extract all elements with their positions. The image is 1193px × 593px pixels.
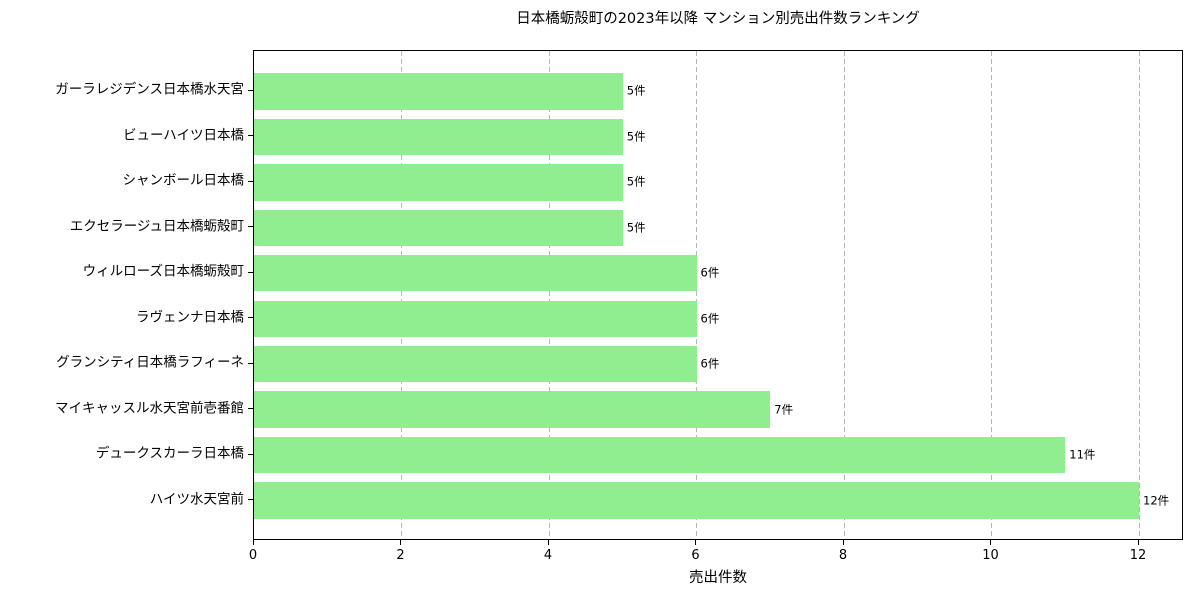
bar-value-label-6: 6件 [700, 356, 720, 371]
y-tick-label-9: ハイツ水天宮前 [149, 490, 244, 507]
x-tick-mark-8 [842, 540, 844, 545]
bar-3 [254, 209, 623, 246]
chart-title: 日本橋蛎殻町の2023年以降 マンション別売出件数ランキング [516, 11, 920, 27]
gridline-x-6 [696, 51, 697, 539]
bar-value-label-4: 6件 [700, 265, 720, 280]
x-tick-label-10: 10 [982, 548, 999, 563]
x-tick-mark-10 [990, 540, 991, 545]
x-tick-label-2: 2 [396, 548, 405, 563]
gridline-x-10 [991, 51, 992, 539]
y-tick-label-7: マイキャッスル水天宮前壱番館 [55, 399, 244, 416]
bar-value-label-9: 12件 [1143, 492, 1170, 507]
y-tick-label-4: ウィルローズ日本橋蛎殻町 [82, 263, 244, 280]
y-tick-mark-9 [248, 499, 253, 501]
y-tick-label-0: ガーラレジデンス日本橋水天宮 [55, 81, 244, 98]
y-tick-mark-7 [248, 408, 253, 410]
bar-value-label-1: 5件 [626, 129, 646, 144]
y-tick-label-2: シャンボール日本橋 [122, 172, 245, 189]
bar-7 [254, 391, 771, 428]
bar-8 [254, 436, 1066, 474]
bar-9 [254, 482, 1139, 519]
x-tick-mark-2 [400, 540, 401, 545]
bar-value-label-7: 7件 [774, 401, 794, 416]
y-tick-mark-6 [248, 362, 253, 364]
y-tick-label-3: エクセラージュ日本橋蛎殻町 [69, 218, 244, 235]
gridline-x-12 [1138, 51, 1140, 539]
y-tick-mark-5 [248, 317, 253, 319]
plot-area: 5件 5件 5件 5件 6件 6件 6件 7件 11件 12件 [253, 50, 1183, 540]
y-tick-mark-8 [248, 453, 253, 455]
bar-value-label-2: 5件 [626, 174, 646, 189]
x-tick-label-4: 4 [543, 548, 553, 563]
x-axis-title: 売出件数 [689, 570, 747, 586]
y-tick-mark-1 [248, 135, 253, 137]
x-tick-label-8: 8 [838, 548, 848, 563]
bar-value-label-0: 5件 [626, 83, 646, 98]
bar-1 [254, 118, 623, 156]
x-tick-label-12: 12 [1129, 548, 1147, 563]
y-tick-label-1: ビューハイツ日本橋 [123, 127, 244, 144]
bar-value-label-3: 5件 [626, 220, 646, 235]
x-tick-mark-12 [1137, 540, 1139, 545]
gridline-x-2 [401, 51, 402, 539]
y-tick-label-5: ラヴェンナ日本橋 [136, 308, 244, 325]
x-tick-mark-6 [695, 540, 696, 545]
bar-value-label-5: 6件 [700, 310, 720, 325]
bar-0 [254, 73, 623, 110]
y-tick-mark-2 [248, 180, 253, 182]
y-tick-mark-0 [248, 89, 253, 91]
y-tick-label-6: グランシティ日本橋ラフィーネ [56, 354, 244, 371]
x-tick-label-0: 0 [248, 548, 258, 563]
gridline-x-4 [548, 51, 550, 539]
bar-4 [254, 255, 697, 292]
y-tick-label-8: デュークスカーラ日本橋 [95, 445, 244, 462]
y-tick-mark-3 [248, 226, 253, 228]
bar-5 [254, 300, 697, 337]
y-tick-mark-4 [248, 271, 253, 273]
x-tick-mark-4 [547, 540, 549, 545]
bar-6 [254, 346, 697, 383]
x-tick-mark-0 [252, 540, 254, 545]
gridline-x-8 [843, 51, 845, 539]
bar-2 [254, 164, 623, 201]
bar-value-label-8: 11件 [1069, 447, 1096, 462]
x-tick-label-6: 6 [691, 548, 700, 563]
